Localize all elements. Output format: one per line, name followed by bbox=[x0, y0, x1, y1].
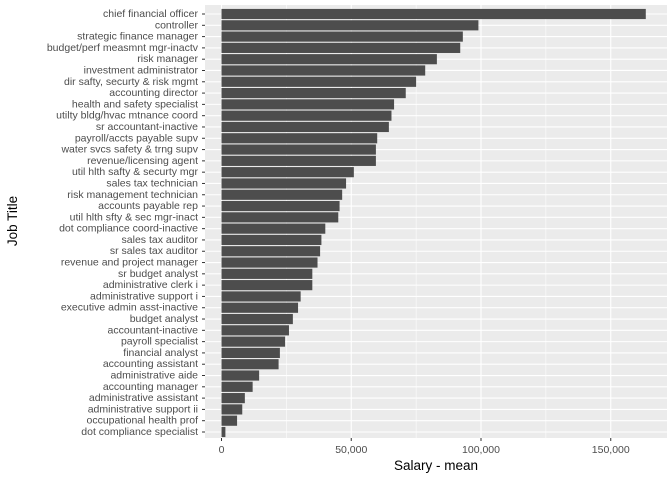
category-label: dot compliance specialist bbox=[81, 426, 198, 438]
category-label: administrative support i bbox=[90, 290, 198, 302]
bar bbox=[221, 42, 461, 53]
category-label: payroll specialist bbox=[121, 336, 198, 348]
bar bbox=[221, 280, 313, 291]
category-label: sales tax technician bbox=[106, 177, 198, 189]
bar bbox=[221, 167, 354, 178]
category-label: administrative support ii bbox=[88, 403, 198, 415]
x-tick-label: 150,000 bbox=[592, 444, 630, 456]
bar bbox=[221, 404, 243, 415]
bar bbox=[221, 336, 286, 347]
bar bbox=[221, 415, 238, 426]
category-label: chief financial officer bbox=[103, 8, 198, 20]
category-label: util hlth safty & securty mgr bbox=[72, 166, 199, 178]
x-tick-label: 50,000 bbox=[335, 444, 367, 456]
category-label: occupational health prof bbox=[87, 415, 199, 427]
bar bbox=[221, 393, 245, 404]
bar bbox=[221, 200, 340, 212]
bar bbox=[221, 234, 322, 246]
category-label: sr accountant-inactive bbox=[96, 121, 198, 133]
x-tick-label: 100,000 bbox=[462, 444, 500, 456]
category-label: executive admin asst-inactive bbox=[61, 302, 198, 314]
category-label: accounting director bbox=[109, 87, 198, 99]
category-label: revenue and project manager bbox=[61, 257, 199, 269]
category-label: accounting manager bbox=[103, 381, 199, 393]
bar bbox=[221, 110, 392, 121]
category-label: health and safety specialist bbox=[72, 98, 198, 110]
bar bbox=[221, 359, 279, 370]
bars bbox=[221, 8, 646, 438]
category-label: dir safty, securty & risk mgmt bbox=[64, 76, 198, 88]
bar bbox=[221, 189, 343, 200]
bar bbox=[221, 370, 260, 381]
category-label: accounting assistant bbox=[103, 358, 198, 370]
category-label: administrative clerk i bbox=[103, 279, 198, 291]
bar bbox=[221, 144, 376, 155]
bar bbox=[221, 313, 293, 325]
y-axis-title: Job Title bbox=[5, 196, 20, 246]
bar bbox=[221, 426, 226, 438]
category-label: utilty bldg/hvac mtnance coord bbox=[56, 110, 198, 122]
category-label: financial analyst bbox=[123, 347, 198, 359]
bar bbox=[221, 381, 253, 392]
bar bbox=[221, 65, 426, 76]
category-label: budget analyst bbox=[130, 313, 198, 325]
bar bbox=[221, 54, 437, 65]
bar bbox=[221, 8, 646, 20]
category-label: sr budget analyst bbox=[118, 268, 198, 280]
category-label: water svcs safety & trng supv bbox=[60, 144, 198, 156]
bar bbox=[221, 223, 326, 234]
category-label: payroll/accts payable supv bbox=[75, 132, 199, 144]
category-label: accountant-inactive bbox=[108, 324, 199, 336]
category-label: risk management technician bbox=[67, 189, 198, 201]
category-label: util hlth sfty & sec mgr-inact bbox=[70, 211, 198, 223]
bar bbox=[221, 133, 378, 144]
category-label: strategic finance manager bbox=[77, 31, 198, 43]
bar bbox=[221, 325, 289, 336]
bar bbox=[221, 212, 339, 223]
category-label: investment administrator bbox=[84, 64, 199, 76]
category-label: risk manager bbox=[137, 53, 198, 65]
bar bbox=[221, 87, 406, 99]
bar bbox=[221, 302, 299, 313]
bar bbox=[221, 76, 417, 87]
category-label: controller bbox=[155, 19, 199, 31]
category-label: revenue/licensing agent bbox=[87, 155, 198, 167]
x-tick-label: 0 bbox=[219, 444, 225, 456]
bar bbox=[221, 246, 321, 257]
category-label: accounts payable rep bbox=[98, 200, 198, 212]
bar bbox=[221, 121, 389, 133]
x-axis-ticks: 0 50,000 100,000 150,000 bbox=[219, 438, 630, 456]
bar bbox=[221, 347, 280, 359]
bar bbox=[221, 20, 479, 31]
category-label: administrative aide bbox=[110, 370, 198, 382]
category-label: budget/perf measmnt mgr-inactv bbox=[47, 42, 199, 54]
bar bbox=[221, 178, 347, 189]
x-axis-title: Salary - mean bbox=[394, 458, 478, 473]
bar bbox=[221, 155, 376, 166]
category-label: sales tax auditor bbox=[122, 234, 199, 246]
bar bbox=[221, 257, 318, 268]
bar bbox=[221, 268, 313, 279]
category-labels: chief financial officercontrollerstrateg… bbox=[47, 8, 205, 438]
bar bbox=[221, 291, 301, 302]
bar bbox=[221, 99, 395, 110]
category-label: administrative assistant bbox=[89, 392, 198, 404]
category-label: sr sales tax auditor bbox=[110, 245, 199, 257]
bar bbox=[221, 31, 463, 42]
category-label: dot compliance coord-inactive bbox=[59, 223, 198, 235]
